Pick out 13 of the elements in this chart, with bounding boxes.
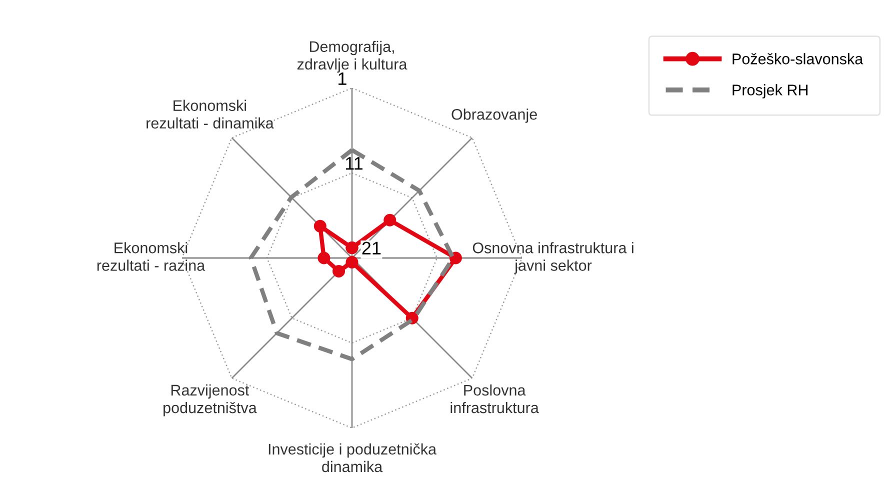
y-tick-label: 11 xyxy=(346,157,362,170)
y-tick-label: 1 xyxy=(338,72,346,85)
spoke-label: Poslovna infrastruktura xyxy=(450,384,539,414)
spoke-label: Demografija, zdravlje i kultura xyxy=(297,40,408,73)
spoke-label: Ekonomski rezultati - dinamika xyxy=(146,100,274,129)
spoke-label: Razvijenost poduzetništva xyxy=(164,384,257,416)
spoke-label: Osnovna infrastruktura i javni sektor xyxy=(472,242,634,274)
legend-label: Požeško-slavonska xyxy=(732,53,864,64)
spoke-label: Ekonomski rezultati - razina xyxy=(97,242,206,271)
spoke-label: Investicije i poduzetnička dinamika xyxy=(268,443,436,472)
y-tick-label: 21 xyxy=(362,242,381,254)
legend-label: Prosjek RH xyxy=(732,84,808,98)
spoke-label: Obrazovanje xyxy=(452,108,537,123)
